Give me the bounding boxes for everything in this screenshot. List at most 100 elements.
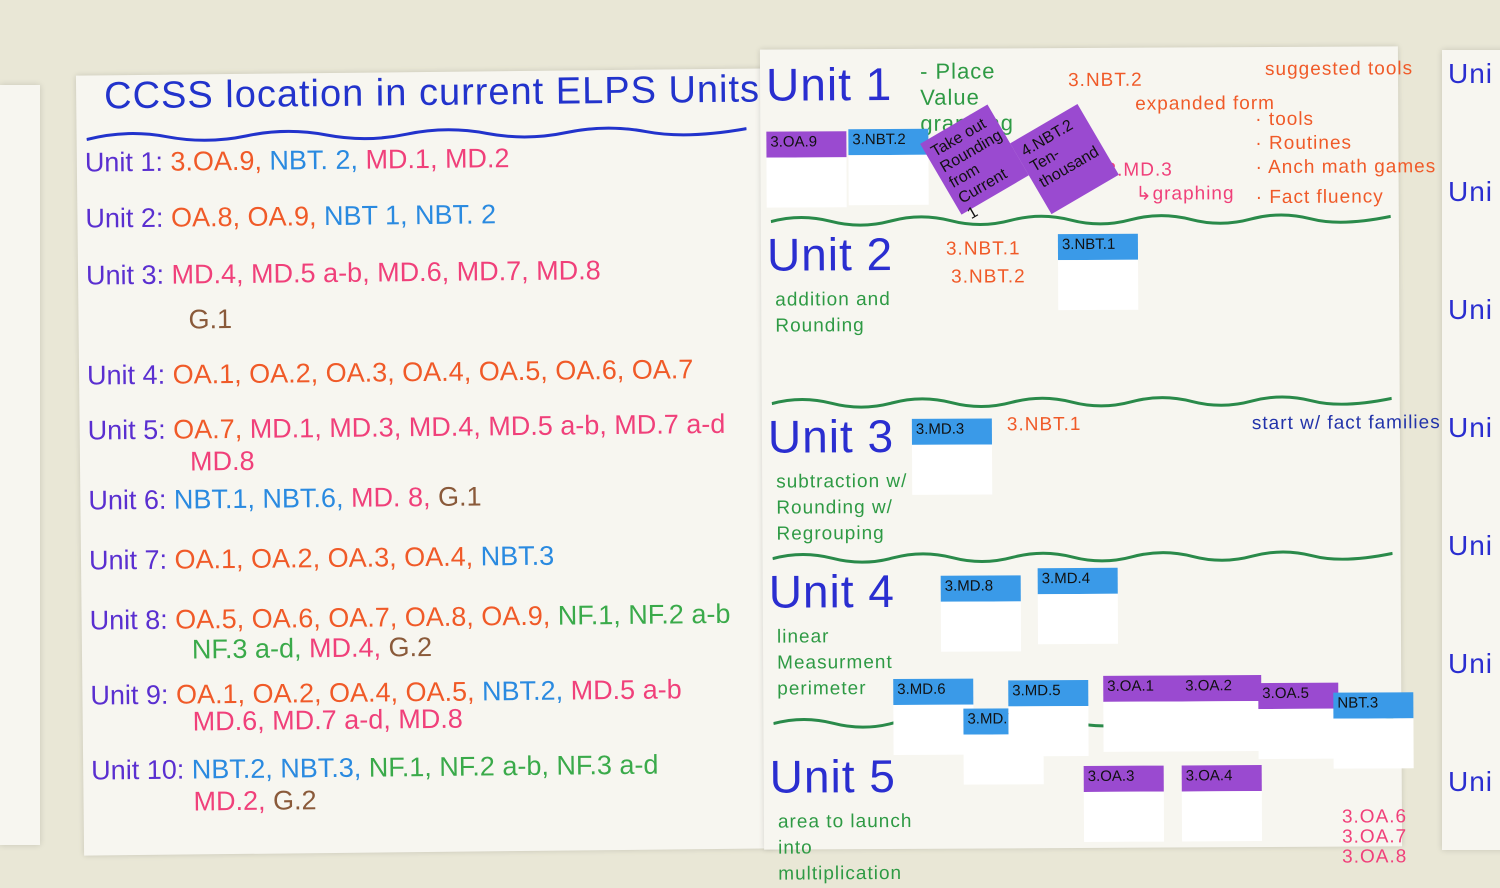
- standard-codes: MD.1, MD.3, MD.4, MD.5 a-b, MD.7 a-d: [249, 408, 726, 444]
- standard-codes: NBT.2, NBT.3,: [191, 752, 369, 785]
- standard-codes: NBT.1, NBT.6,: [173, 482, 352, 515]
- unit-row-continued: MD.6, MD.7 a-d, MD.8: [193, 704, 463, 738]
- standard-description: [940, 601, 1022, 652]
- standard-codes: G.1: [188, 304, 233, 335]
- standard-code: 3.OA.4: [1181, 765, 1262, 792]
- standard-description: [766, 157, 847, 208]
- note: 3.NBT.1: [945, 238, 1021, 260]
- standard-card: 3.OA.5: [1258, 682, 1339, 760]
- unit-heading-partial: Uni: [1448, 412, 1494, 443]
- unit-heading-partial: Uni: [1448, 294, 1494, 325]
- standard-codes: G.2: [388, 631, 433, 663]
- standard-code: 3.NBT.1: [1057, 233, 1139, 261]
- standard-card: 3.OA.1: [1103, 675, 1184, 752]
- note: expanded form: [1135, 92, 1276, 115]
- standard-codes: MD.6, MD.7 a-d, MD.8: [192, 703, 463, 737]
- unit-topic: addition and Rounding: [775, 288, 891, 337]
- note: · Routines: [1255, 132, 1353, 155]
- unit-topic: subtraction w/ Rounding w/ Regrouping: [776, 470, 908, 545]
- adjacent-poster-left: [0, 85, 40, 845]
- unit-row: Unit 6: NBT.1, NBT.6, MD. 8, G.1: [88, 481, 481, 516]
- standard-codes: MD.4,: [308, 632, 389, 664]
- standard-codes: NBT 1, NBT. 2: [323, 199, 497, 232]
- unit-row-continued: MD.2, G.2: [193, 785, 316, 817]
- sticky-note: 4.NBT.2 Ten-thousand: [1010, 104, 1119, 215]
- sticky-note-text: Take out Rounding from Current 1: [920, 104, 1029, 223]
- unit-row: Unit 2: OA.8, OA.9, NBT 1, NBT. 2: [85, 199, 496, 234]
- standard-codes: OA.1, OA.2, OA.3, OA.4, OA.5, OA.6, OA.7: [172, 354, 694, 390]
- unit-heading: Unit 3: [767, 409, 895, 463]
- standard-card: 3.MD.4: [1037, 567, 1119, 645]
- note: 3.NBT.2: [1068, 69, 1143, 92]
- note: · Fact fluency: [1255, 186, 1384, 209]
- unit-heading-partial: Uni: [1448, 648, 1494, 679]
- standard-codes: NBT. 2,: [269, 144, 366, 176]
- standard-code: NBT.3: [1333, 692, 1414, 719]
- standard-description: [1181, 791, 1263, 842]
- adjacent-poster-right: Uni Uni Uni Uni Uni Uni Uni: [1442, 50, 1500, 850]
- standard-codes: OA.8, OA.9,: [170, 201, 325, 233]
- standard-card: 3.NBT.2: [848, 128, 929, 206]
- standard-card: 3.OA.9: [766, 131, 847, 208]
- standard-codes: MD.2,: [193, 785, 274, 817]
- standard-code: 3.MD.8: [940, 575, 1021, 602]
- standard-code: 3.MD.4: [1037, 567, 1118, 595]
- note: 3.OA.7: [1341, 826, 1408, 848]
- note: 3.OA.6: [1341, 806, 1408, 828]
- standard-code: 3.OA.3: [1083, 765, 1164, 792]
- unit-heading-partial: Uni: [1448, 176, 1494, 207]
- unit-label: Unit 9:: [90, 679, 177, 711]
- standard-code: 3.OA.2: [1181, 675, 1262, 702]
- standard-codes: MD.5 a-b: [570, 674, 682, 706]
- unit-heading: Unit 1: [765, 57, 893, 111]
- standard-code: 3.OA.1: [1103, 675, 1184, 702]
- note: · tools: [1255, 108, 1315, 131]
- standard-codes: MD.4, MD.5 a-b, MD.6, MD.7, MD.8: [171, 255, 601, 290]
- note: 3.OA.8: [1342, 846, 1408, 868]
- unit-row: Unit 4: OA.1, OA.2, OA.3, OA.4, OA.5, OA…: [87, 354, 694, 391]
- unit-row: Unit 5: OA.7, MD.1, MD.3, MD.4, MD.5 a-b…: [87, 409, 725, 447]
- standard-code: 3.NBT.2: [848, 128, 929, 156]
- section-divider: [772, 550, 1393, 564]
- standard-card: 3.MD.6: [893, 678, 974, 755]
- standard-codes: MD. 8,: [350, 481, 439, 513]
- unit-row: Unit 3: MD.4, MD.5 a-b, MD.6, MD.7, MD.8: [86, 255, 601, 291]
- note: 3.NBT.1: [1006, 413, 1082, 436]
- standard-description: [1008, 705, 1089, 757]
- unit-label: Unit 6:: [88, 484, 175, 516]
- standard-description: [1103, 701, 1184, 752]
- unit-heading: Unit 4: [768, 564, 896, 618]
- standard-codes: NF.1, NF.2 a-b, NF.3 a-d: [368, 749, 659, 783]
- unit-standards-poster: Unit 1- Place Value graphing3.NBT.2expan…: [759, 46, 1441, 885]
- standard-description: [1037, 593, 1119, 645]
- unit-topic: area to launch into multiplication: [777, 810, 913, 885]
- unit-label: Unit 5:: [87, 414, 174, 446]
- ccss-location-poster: CCSS location in current ELPS Units Unit…: [75, 68, 777, 856]
- standard-codes: OA.5, OA.6, OA.7, OA.8, OA.9,: [175, 600, 558, 635]
- standard-card: 3.OA.3: [1083, 765, 1165, 842]
- standard-code: 3.OA.5: [1258, 682, 1339, 710]
- unit-label: Unit 10:: [91, 754, 192, 786]
- unit-heading-partial: Uni: [1448, 58, 1494, 89]
- standard-card: 3.NBT.1: [1057, 233, 1139, 311]
- standard-card: NBT.3: [1333, 692, 1414, 769]
- poster-title: CCSS location in current ELPS Units: [103, 68, 761, 118]
- sticky-note: Take out Rounding from Current 1: [920, 104, 1029, 223]
- standard-description: [848, 154, 929, 206]
- standard-codes: G.2: [272, 785, 317, 816]
- note: start w/ fact families: [1251, 412, 1441, 435]
- standard-codes: 3.OA.9,: [170, 145, 270, 177]
- unit-row-continued: G.1: [188, 304, 232, 335]
- section-divider: [770, 213, 1391, 227]
- unit-label: Unit 7:: [88, 544, 175, 576]
- standard-codes: OA.1, OA.2, OA.3, OA.4,: [174, 541, 481, 575]
- sticky-note-text: 4.NBT.2 Ten-thousand: [1010, 104, 1119, 215]
- unit-label: Unit 8:: [89, 604, 176, 636]
- unit-row: Unit 8: OA.5, OA.6, OA.7, OA.8, OA.9, NF…: [89, 599, 730, 637]
- standard-codes: OA.7,: [173, 413, 250, 445]
- unit-label: Unit 2:: [85, 202, 172, 234]
- standard-codes: NBT.3: [480, 540, 555, 572]
- standard-card: 3.OA.4: [1181, 765, 1263, 842]
- standard-codes: NF.1, NF.2 a-b: [557, 598, 731, 631]
- standard-codes: MD.1, MD.2: [365, 143, 510, 175]
